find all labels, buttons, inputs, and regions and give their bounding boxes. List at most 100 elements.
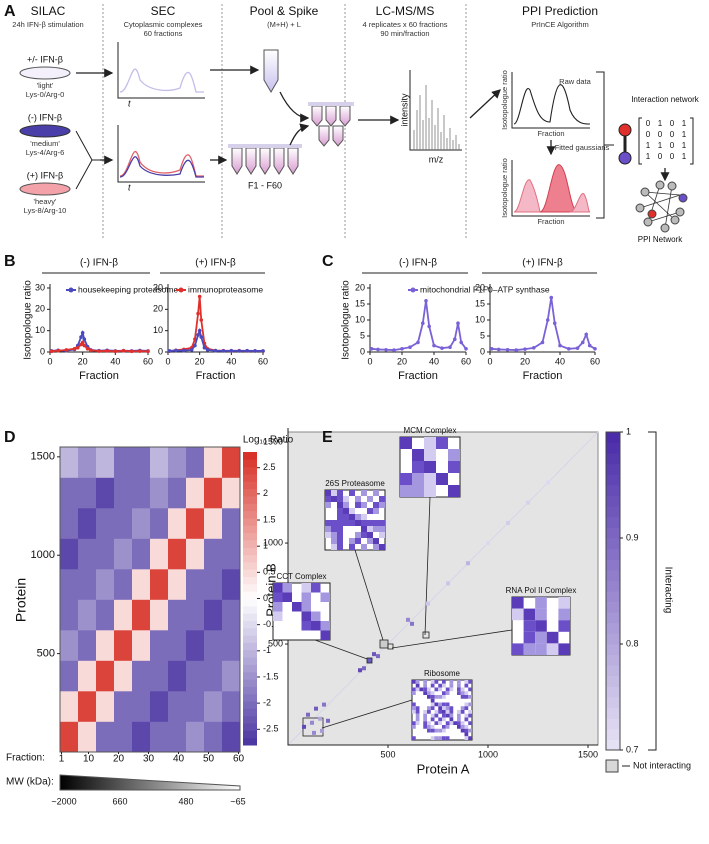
inset-cell <box>445 706 450 710</box>
inset-cell <box>412 449 424 461</box>
sample-isotopes: Lys-8/Arg-10 <box>24 206 67 215</box>
inset-cell <box>427 706 431 710</box>
heatmap-cell <box>222 477 241 509</box>
heatmap-cell <box>222 630 241 661</box>
axis-label: intensity <box>399 93 409 127</box>
x-axis-label: Fraction <box>79 370 119 382</box>
inset-cell <box>457 680 461 684</box>
heatmap-cell <box>204 691 223 722</box>
panel-label: D <box>4 429 16 446</box>
inset-cell <box>423 680 427 684</box>
colorbar-step <box>606 591 620 603</box>
x-tick-label: 20 <box>78 356 88 366</box>
heatmap-cell <box>60 508 79 539</box>
inset-cell <box>442 736 446 740</box>
inset-cell <box>434 687 439 692</box>
inset-cell <box>379 544 385 550</box>
data-point <box>199 318 204 322</box>
y-tick-label: 0 <box>360 346 365 356</box>
colorbar-tick-label: 0.7 <box>626 744 639 754</box>
inset-cell <box>445 713 450 718</box>
data-point <box>505 347 510 352</box>
inset-cell <box>464 691 469 695</box>
y-tick-label: 20 <box>475 282 485 292</box>
inset-cell <box>415 721 420 725</box>
data-point <box>489 347 494 351</box>
plot-label: Raw data <box>559 77 592 86</box>
inset-cell <box>367 508 373 514</box>
inset-cell <box>442 695 446 699</box>
inset-cell <box>449 683 454 688</box>
inset-cell <box>442 706 446 710</box>
inset-cell <box>282 583 292 593</box>
heatmap-cell <box>114 630 133 661</box>
colorbar-step <box>606 516 620 528</box>
inset-cell <box>468 713 472 718</box>
axis <box>117 42 205 99</box>
inset-cell <box>367 532 373 538</box>
colorbar-step <box>243 715 257 724</box>
inset-cell <box>320 621 330 631</box>
inset-cell <box>349 514 355 520</box>
data-point <box>540 340 545 345</box>
inset-cell <box>535 608 547 621</box>
data-point <box>202 345 207 350</box>
data-point <box>129 349 134 354</box>
heatmap-cell <box>78 691 97 722</box>
inset-cell <box>523 620 536 632</box>
y-axis-label: Isotopologue ratio <box>341 280 352 360</box>
x-tick-label: 60 <box>461 356 471 366</box>
y-tick-label: 10 <box>355 314 365 324</box>
inset-cell <box>558 597 570 609</box>
inset-cell <box>438 687 442 692</box>
colorbar-step <box>606 506 620 518</box>
inset-cell <box>523 643 536 655</box>
inset-cell <box>457 687 461 692</box>
inset-cell <box>430 706 435 710</box>
inset-cell <box>343 508 349 514</box>
inset-cell <box>453 721 457 725</box>
matrix-cell: 0 <box>658 152 663 161</box>
heatmap-cell <box>132 569 151 600</box>
heatmap-cell <box>222 538 241 570</box>
plot-label: Fitted gaussians <box>555 143 610 152</box>
heatmap-cell <box>186 660 205 692</box>
panel-a: A SILAC 24h IFN-β stimulation SEC Cytopl… <box>4 3 700 244</box>
inset-cell <box>355 532 361 538</box>
data-point <box>221 349 226 353</box>
inset-cell <box>438 717 442 722</box>
inset-cell <box>460 706 465 710</box>
inset-cell <box>292 602 302 612</box>
series-line <box>169 296 264 353</box>
heatmap-cell <box>78 447 97 478</box>
data-point <box>199 335 204 339</box>
inset-cell <box>430 702 435 707</box>
inset-cell <box>412 706 416 710</box>
y-tick-label: 1500 <box>263 436 283 446</box>
data-point <box>197 328 202 333</box>
data-point <box>424 299 428 303</box>
heatmap-cell <box>114 508 133 539</box>
heatmap-cell <box>114 569 133 600</box>
data-point <box>146 349 150 354</box>
not-interacting-swatch <box>605 759 619 773</box>
heatmap-cell <box>78 599 97 631</box>
colorbar-step <box>606 442 620 454</box>
colorbar-step <box>243 517 257 526</box>
heatmap-cell <box>186 691 205 722</box>
inset-cell <box>301 621 311 631</box>
mw-bar <box>59 774 241 791</box>
panel-label: C <box>322 253 334 270</box>
x-tick-label: 60 <box>143 356 153 366</box>
y-tick-label: 5 <box>480 330 485 340</box>
colorbar-step <box>606 559 620 571</box>
data-point <box>56 348 60 353</box>
colorbar-frame <box>605 431 621 751</box>
data-point <box>406 617 410 622</box>
colorbar-step <box>606 644 620 656</box>
x-tick-label: 20 <box>113 754 125 765</box>
colorbar-step <box>243 627 257 636</box>
inset-cell <box>301 592 311 602</box>
inset-cell <box>415 687 420 692</box>
heatmap-cell <box>150 691 169 722</box>
